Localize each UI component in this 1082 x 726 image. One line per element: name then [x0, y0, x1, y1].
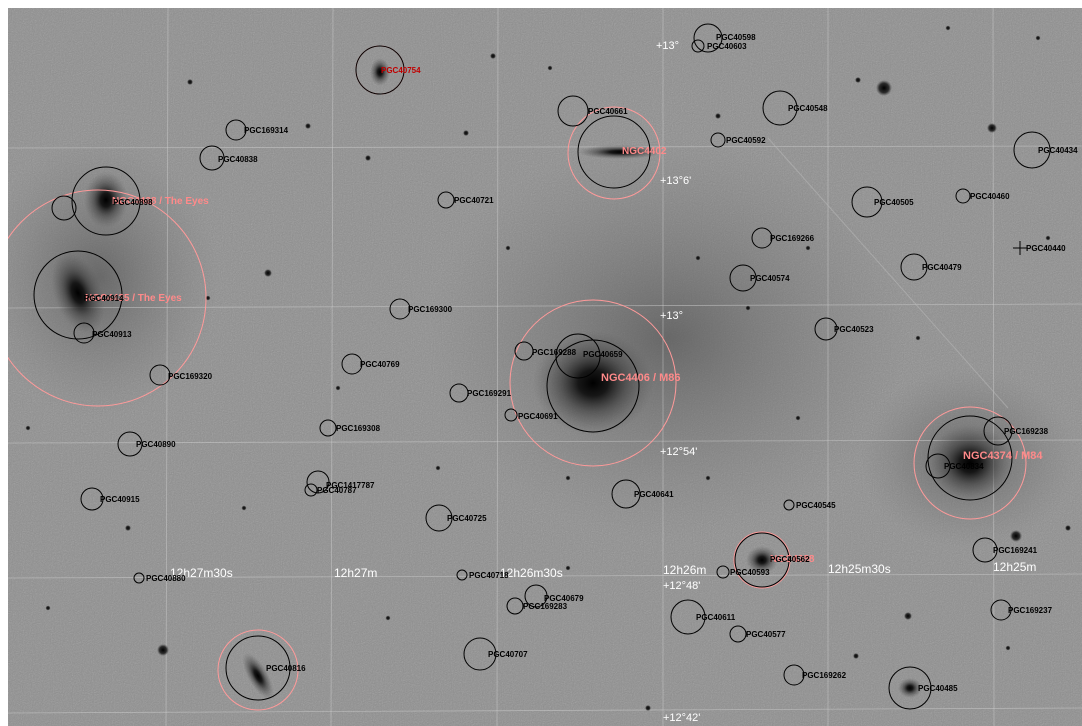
- pgc-label: PGC40679: [544, 594, 584, 603]
- pgc40816-core: [242, 652, 274, 700]
- ngc4438-core: [84, 172, 128, 228]
- pgc-label: PGC40577: [746, 630, 786, 639]
- pgc-label: PGC40913: [92, 330, 132, 339]
- pgc-label: PGC40880: [146, 574, 186, 583]
- pgc-label: PGC169308: [336, 424, 381, 433]
- pgc-label: PGC40718: [469, 571, 509, 580]
- pgc-label: PGC40691: [518, 412, 558, 421]
- pgc-label: PGC40641: [634, 490, 674, 499]
- pgc-label: PGC40838: [218, 155, 258, 164]
- pgc-label: PGC40890: [136, 440, 176, 449]
- pgc-label: PGC40915: [100, 495, 140, 504]
- pgc-label: PGC40505: [874, 198, 914, 207]
- pgc-circles: [33, 23, 1051, 710]
- pgc-label: PGC40725: [447, 514, 487, 523]
- pgc-label: PGC169237: [1008, 606, 1053, 615]
- pgc-label: PGC40834: [944, 462, 984, 471]
- pgc-label: PGC40593: [730, 568, 770, 577]
- pgc-label: PGC169241: [993, 546, 1038, 555]
- pgc-label: PGC40769: [360, 360, 400, 369]
- satellite-trail: [767, 137, 1009, 409]
- pgc-label: PGC40898: [113, 198, 153, 207]
- pgc-label: PGC40707: [488, 650, 528, 659]
- pgc-label: PGC169320: [168, 372, 213, 381]
- ra-label: 12h25m: [993, 560, 1037, 574]
- pgc-label: PGC40562: [770, 555, 810, 564]
- pgc-label: PGC40661: [588, 107, 628, 116]
- pgc-label: PGC169283: [523, 602, 568, 611]
- pgc-label: PGC169262: [802, 671, 847, 680]
- pgc-label: PGC169266: [770, 234, 815, 243]
- pgc-label: PGC40460: [970, 192, 1010, 201]
- pgc-label: PGC169238: [1004, 427, 1049, 436]
- pgc-label: PGC40721: [454, 196, 494, 205]
- object-label-ngc4435: NGC4435 / The Eyes: [85, 293, 182, 304]
- pgc40754-core: [370, 58, 390, 86]
- ngc4388-core: [746, 546, 778, 574]
- pgc-label: PGC40603: [707, 42, 747, 51]
- dec-label: +12°54': [660, 446, 698, 458]
- pgc-label: PGC40592: [726, 136, 766, 145]
- pgc-label: PGC40574: [750, 274, 790, 283]
- pgc-label: PGC169288: [532, 348, 577, 357]
- dec-label: +13°: [660, 310, 684, 322]
- pgc-label: PGC40787: [317, 486, 357, 495]
- m86-circle: [509, 299, 677, 467]
- pgc-label: PGC169314: [244, 126, 289, 135]
- pgc-label: PGC40816: [266, 664, 306, 673]
- pgc-label: PGC40598: [716, 33, 756, 42]
- pgc-label: PGC40479: [922, 263, 962, 272]
- pgc-label: PGC1417787: [326, 481, 375, 490]
- m86-halo: [428, 138, 908, 538]
- object-label-ngc4402: NGC4402: [622, 146, 667, 157]
- field-stars: [25, 25, 1071, 711]
- eyes-halo: [8, 138, 218, 418]
- pgc-label: PGC40914: [84, 294, 124, 303]
- ra-label: 12h27m30s: [170, 566, 233, 580]
- pgc-label: PGC40545: [796, 501, 836, 510]
- ra-label: 12h26m30s: [500, 566, 563, 580]
- pgc-label: PGC40659: [583, 350, 623, 359]
- m84-circle: [913, 406, 1027, 520]
- ngc4435-core: [51, 252, 105, 334]
- ngc4402-core: [578, 145, 662, 159]
- pgc-label: PGC40611: [696, 613, 736, 622]
- m86-core: [533, 331, 653, 435]
- ngc4388-red-circle: [733, 531, 791, 589]
- pgc-label: PGC40434: [1038, 146, 1078, 155]
- pgc40816-red-circle: [217, 629, 299, 711]
- pgc-label: PGC40548: [788, 104, 828, 113]
- m84-core: [928, 425, 1012, 501]
- pgc40485-core: [898, 678, 922, 698]
- dec-label: +12°48': [663, 580, 701, 592]
- dec-label: +13°: [656, 40, 680, 52]
- galaxy-bodies: [51, 58, 1012, 700]
- pgc-label: PGC40754: [381, 66, 421, 75]
- coordinate-grid: [8, 8, 1082, 726]
- sky-canvas: [8, 8, 1082, 726]
- dec-label: +12°42': [663, 712, 701, 724]
- ra-label: 12h25m30s: [828, 562, 891, 576]
- ra-label: 12h27m: [334, 566, 378, 580]
- object-label-m86: NGC4406 / M86: [601, 372, 681, 384]
- pgc40440-marker: [1013, 241, 1027, 255]
- pgc-label: PGC40485: [918, 684, 958, 693]
- pgc-label: PGC169291: [467, 389, 512, 398]
- object-label-m84: NGC4374 / M84: [963, 450, 1043, 462]
- pgc-label: PGC40523: [834, 325, 874, 334]
- ra-label: 12h26m: [663, 563, 707, 577]
- pgc-label: PGC40440: [1026, 244, 1066, 253]
- object-label-ngc4388: NGC4388: [770, 554, 815, 565]
- object-label-ngc4438: NGC4438 / The Eyes: [112, 196, 209, 207]
- pgc-label: PGC169300: [408, 305, 453, 314]
- dec-label: +13°6': [660, 175, 692, 187]
- major-object-circles: [8, 45, 1027, 711]
- ngc4402-circle: [567, 106, 661, 200]
- ngc4435-circle: [8, 189, 207, 407]
- sky-image: +13° +13°6' +13° +12°54' +12°48' +12°42'…: [8, 8, 1082, 726]
